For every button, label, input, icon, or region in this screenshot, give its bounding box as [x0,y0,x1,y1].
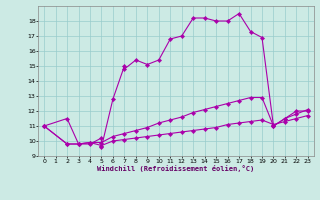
X-axis label: Windchill (Refroidissement éolien,°C): Windchill (Refroidissement éolien,°C) [97,165,255,172]
